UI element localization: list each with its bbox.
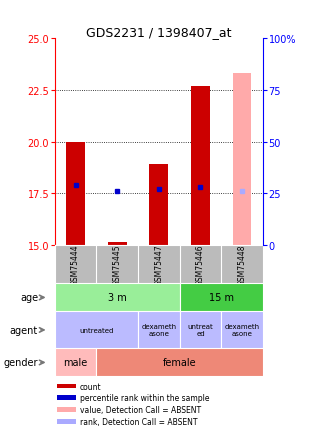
Title: GDS2231 / 1398407_at: GDS2231 / 1398407_at xyxy=(86,26,232,39)
Bar xyxy=(66,142,85,245)
Text: untreat
ed: untreat ed xyxy=(187,324,213,337)
Text: value, Detection Call = ABSENT: value, Detection Call = ABSENT xyxy=(80,405,201,414)
Bar xyxy=(108,242,126,245)
Text: gender: gender xyxy=(4,358,38,368)
Bar xyxy=(180,284,263,312)
Bar xyxy=(150,165,168,245)
Text: GSM75447: GSM75447 xyxy=(154,244,163,285)
Bar xyxy=(55,312,138,349)
Text: rank, Detection Call = ABSENT: rank, Detection Call = ABSENT xyxy=(80,417,197,426)
Text: female: female xyxy=(163,358,197,368)
Text: count: count xyxy=(80,381,101,391)
Bar xyxy=(96,349,263,377)
Bar xyxy=(57,407,75,412)
Text: dexameth
asone: dexameth asone xyxy=(224,324,260,337)
Text: age: age xyxy=(20,293,38,303)
Bar xyxy=(57,384,75,388)
Text: untreated: untreated xyxy=(79,327,114,333)
Bar xyxy=(55,349,96,377)
Text: dexameth
asone: dexameth asone xyxy=(141,324,177,337)
Text: 15 m: 15 m xyxy=(209,293,234,303)
Text: agent: agent xyxy=(10,325,38,335)
Text: GSM75445: GSM75445 xyxy=(113,244,122,285)
Bar xyxy=(233,74,251,245)
Text: percentile rank within the sample: percentile rank within the sample xyxy=(80,393,209,402)
Bar xyxy=(55,284,180,312)
Text: GSM75444: GSM75444 xyxy=(71,244,80,285)
Bar xyxy=(57,419,75,424)
Bar xyxy=(180,312,221,349)
Bar xyxy=(191,86,210,245)
Text: GSM75446: GSM75446 xyxy=(196,244,205,285)
Text: male: male xyxy=(64,358,88,368)
Bar xyxy=(138,312,180,349)
Bar xyxy=(57,395,75,400)
Bar xyxy=(221,312,263,349)
Text: GSM75448: GSM75448 xyxy=(238,244,247,285)
Text: 3 m: 3 m xyxy=(108,293,126,303)
